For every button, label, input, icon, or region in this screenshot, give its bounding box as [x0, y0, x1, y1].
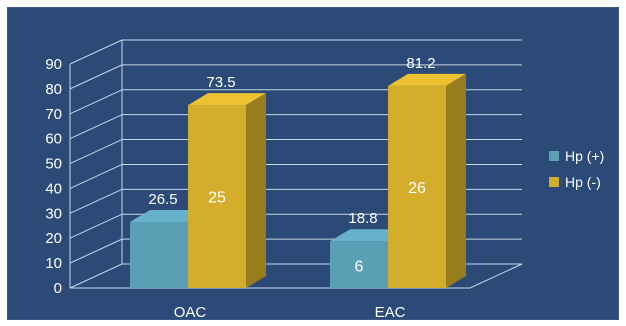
bar-inner-label: 6: [355, 259, 364, 276]
legend-swatch: [549, 151, 559, 161]
y-tick-label: 30: [45, 205, 62, 222]
bar-front: [188, 105, 246, 288]
bar-side: [246, 93, 266, 288]
gridline-side: [69, 139, 123, 165]
bar-chart: 0 10 20 30 40 50 60 70 80 90 26.5 73.5 25 OAC 18.8 6 81.…: [45, 39, 604, 321]
y-tick-label: 20: [45, 230, 62, 247]
y-tick-label: 0: [54, 280, 62, 297]
y-tick-label: 80: [45, 81, 62, 98]
y-tick-label: 50: [45, 156, 62, 173]
gridline-side: [69, 163, 123, 189]
bar-value-label: 81.2: [406, 55, 435, 72]
bar-front: [130, 222, 188, 288]
gridline-side: [69, 64, 123, 90]
y-tick-label: 70: [45, 106, 62, 123]
x-tick-label: EAC: [375, 304, 406, 321]
bar-top: [388, 73, 466, 86]
bar-value-label: 73.5: [206, 74, 235, 91]
bar-top: [188, 93, 266, 106]
gridline-side: [69, 188, 123, 214]
bar-inner-label: 25: [208, 190, 226, 207]
bar-value-label: 26.5: [148, 191, 177, 208]
bar-value-label: 18.8: [348, 210, 377, 227]
y-tick-label: 10: [45, 255, 62, 272]
legend-swatch: [549, 177, 559, 187]
gridline-side: [69, 238, 123, 264]
legend-label: Hp (-): [565, 174, 601, 190]
bar-side: [446, 73, 466, 288]
gridline-side: [69, 114, 123, 140]
bar-front: [388, 85, 446, 288]
y-tick-label: 40: [45, 180, 62, 197]
gridline-side: [69, 89, 123, 115]
floor-edge: [469, 263, 523, 289]
gridline-side: [69, 263, 123, 289]
legend-label: Hp (+): [565, 148, 604, 164]
y-tick-label: 90: [45, 56, 62, 73]
gridline-side: [69, 39, 123, 65]
chart-panel: 0 10 20 30 40 50 60 70 80 90 26.5 73.5 25 OAC 18.8 6 81.…: [7, 7, 619, 321]
y-tick-label: 60: [45, 131, 62, 148]
gridline-side: [69, 213, 123, 239]
bar-front: [330, 241, 388, 288]
bar-inner-label: 26: [408, 180, 426, 197]
x-tick-label: OAC: [174, 304, 207, 321]
